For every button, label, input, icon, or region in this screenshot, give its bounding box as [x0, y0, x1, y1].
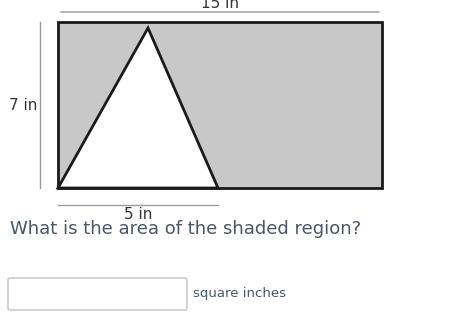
- Text: 5 in: 5 in: [124, 207, 152, 222]
- Bar: [58, 22, 382, 188]
- Text: square inches: square inches: [193, 288, 286, 300]
- Text: 15 in: 15 in: [201, 0, 239, 11]
- Text: 7 in: 7 in: [9, 98, 37, 112]
- Text: What is the area of the shaded region?: What is the area of the shaded region?: [10, 220, 361, 238]
- FancyBboxPatch shape: [8, 278, 187, 310]
- Polygon shape: [58, 28, 218, 188]
- Text: type your answer...: type your answer...: [18, 288, 145, 300]
